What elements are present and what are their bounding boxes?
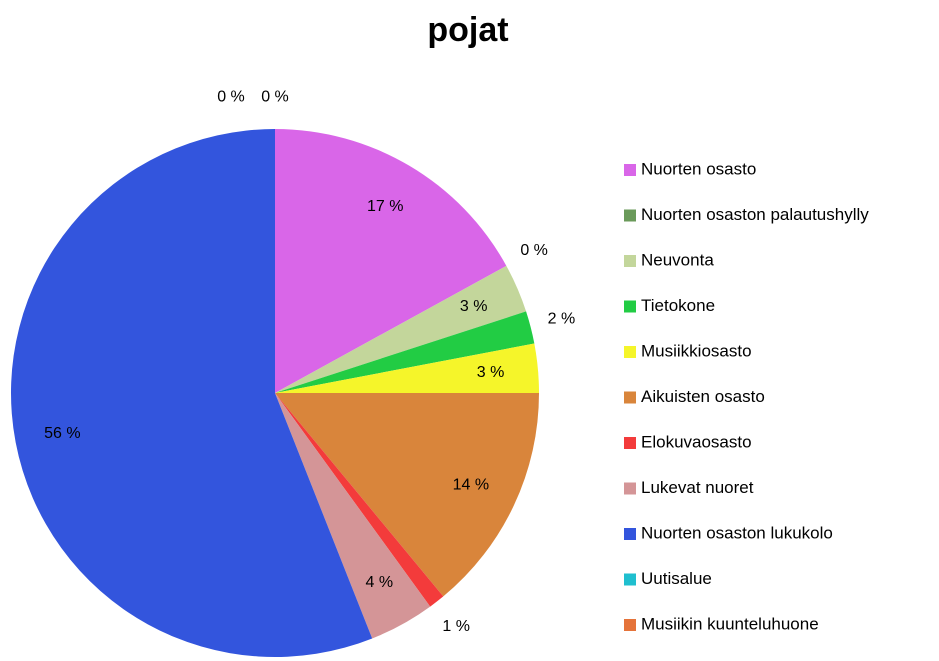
legend-label: Neuvonta — [641, 250, 714, 269]
data-label: 0 % — [217, 89, 245, 106]
legend-swatch — [624, 255, 636, 267]
pie-slice — [275, 129, 507, 393]
data-label: 3 % — [460, 298, 488, 315]
pie-slice — [275, 393, 431, 639]
legend-label: Lukevat nuoret — [641, 478, 754, 497]
data-label: 14 % — [453, 476, 489, 493]
legend-swatch — [624, 300, 636, 313]
data-label: 0 % — [520, 242, 548, 259]
legend-swatch — [624, 619, 636, 631]
legend-swatch — [624, 346, 636, 358]
legend-swatch — [624, 164, 636, 176]
legend-label: Uutisalue — [641, 569, 712, 588]
legend-label: Nuorten osaston palautushylly — [641, 205, 869, 224]
pie-slice — [11, 129, 373, 657]
chart-title: pojat — [427, 11, 508, 49]
data-label: 0 % — [261, 89, 289, 106]
data-label: 3 % — [477, 364, 505, 381]
pie-slice — [275, 343, 539, 393]
legend-label: Nuorten osaston lukukolo — [641, 523, 833, 542]
legend-swatch — [624, 391, 636, 404]
legend-label: Musiikin kuunteluhuone — [641, 614, 819, 633]
data-label: 1 % — [442, 618, 470, 635]
data-label: 4 % — [366, 574, 394, 591]
pie-slice — [275, 311, 535, 393]
data-label: 56 % — [44, 425, 80, 442]
legend-label: Aikuisten osasto — [641, 387, 765, 406]
data-label: 2 % — [548, 311, 576, 328]
data-label: 17 % — [367, 198, 403, 215]
pie-slice — [275, 265, 527, 393]
legend-swatch — [624, 209, 636, 222]
legend-label: Nuorten osasto — [641, 159, 756, 178]
legend-swatch — [624, 528, 636, 540]
legend-label: Tietokone — [641, 296, 715, 315]
pie-slice — [275, 393, 444, 607]
legend-swatch — [624, 437, 636, 449]
legend-label: Elokuvaosasto — [641, 432, 752, 451]
legend-swatch — [624, 573, 636, 586]
legend-label: Musiikkiosasto — [641, 341, 752, 360]
legend-swatch — [624, 482, 636, 495]
pie-slice — [275, 393, 539, 597]
